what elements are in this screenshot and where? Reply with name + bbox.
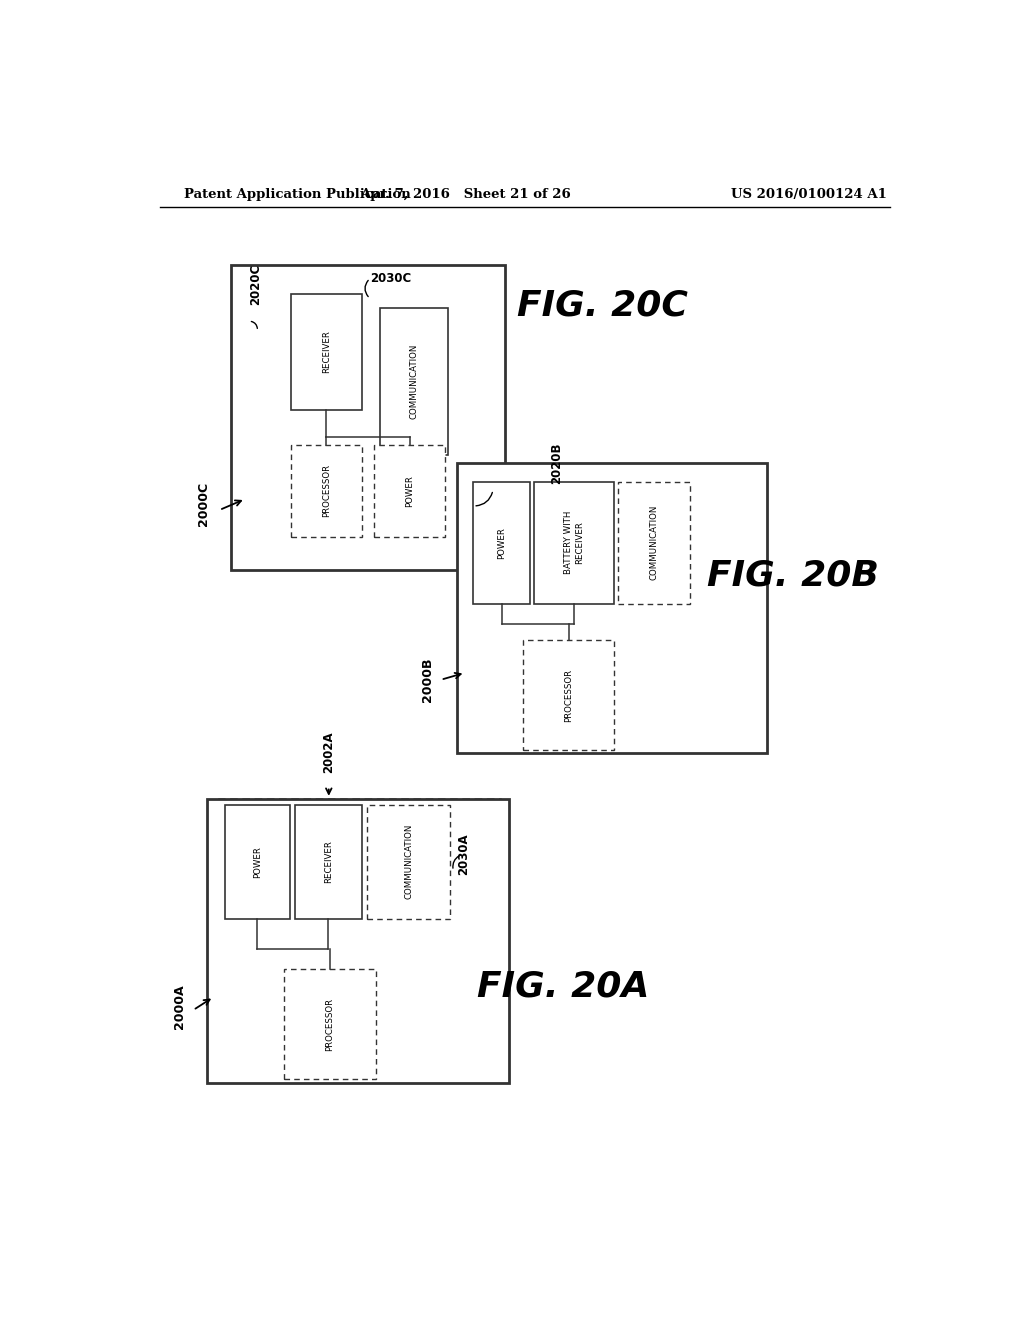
Text: PROCESSOR: PROCESSOR xyxy=(322,465,331,517)
FancyBboxPatch shape xyxy=(219,799,501,925)
Text: 2020C: 2020C xyxy=(249,264,261,305)
FancyBboxPatch shape xyxy=(473,482,530,603)
Text: POWER: POWER xyxy=(498,527,506,558)
FancyBboxPatch shape xyxy=(291,293,362,411)
Text: Patent Application Publication: Patent Application Publication xyxy=(183,189,411,202)
FancyBboxPatch shape xyxy=(225,805,290,919)
Text: 2002A: 2002A xyxy=(323,731,335,774)
Text: PROCESSOR: PROCESSOR xyxy=(326,998,335,1051)
Text: COMMUNICATION: COMMUNICATION xyxy=(410,343,419,420)
FancyBboxPatch shape xyxy=(523,640,614,750)
Text: 2000B: 2000B xyxy=(422,657,434,702)
FancyBboxPatch shape xyxy=(374,445,445,536)
Text: US 2016/0100124 A1: US 2016/0100124 A1 xyxy=(731,189,887,202)
Text: 2000A: 2000A xyxy=(173,985,186,1030)
Text: FIG. 20A: FIG. 20A xyxy=(477,970,649,1003)
FancyBboxPatch shape xyxy=(295,805,362,919)
FancyBboxPatch shape xyxy=(458,463,767,752)
FancyBboxPatch shape xyxy=(465,474,759,611)
Text: 2020B: 2020B xyxy=(550,442,563,484)
Text: COMMUNICATION: COMMUNICATION xyxy=(649,506,658,581)
FancyBboxPatch shape xyxy=(535,482,613,603)
Text: COMMUNICATION: COMMUNICATION xyxy=(404,824,413,899)
FancyBboxPatch shape xyxy=(231,265,505,570)
Text: RECEIVER: RECEIVER xyxy=(322,330,331,374)
Text: 2030C: 2030C xyxy=(370,272,412,285)
Text: POWER: POWER xyxy=(253,846,262,878)
FancyBboxPatch shape xyxy=(291,445,362,536)
Text: POWER: POWER xyxy=(406,475,415,507)
Text: Apr. 7, 2016   Sheet 21 of 26: Apr. 7, 2016 Sheet 21 of 26 xyxy=(359,189,570,202)
FancyBboxPatch shape xyxy=(285,969,376,1080)
Text: BATTERY WITH
RECEIVER: BATTERY WITH RECEIVER xyxy=(564,511,584,574)
FancyBboxPatch shape xyxy=(380,308,447,455)
FancyBboxPatch shape xyxy=(207,799,509,1084)
FancyBboxPatch shape xyxy=(618,482,690,603)
FancyBboxPatch shape xyxy=(279,282,501,470)
FancyBboxPatch shape xyxy=(246,275,504,557)
Text: 2030A: 2030A xyxy=(458,834,470,875)
Text: FIG. 20C: FIG. 20C xyxy=(517,289,688,323)
Text: FIG. 20B: FIG. 20B xyxy=(708,558,880,593)
FancyBboxPatch shape xyxy=(367,805,451,919)
Text: RECEIVER: RECEIVER xyxy=(324,841,333,883)
Text: PROCESSOR: PROCESSOR xyxy=(564,668,573,722)
Text: 2000C: 2000C xyxy=(197,482,210,527)
